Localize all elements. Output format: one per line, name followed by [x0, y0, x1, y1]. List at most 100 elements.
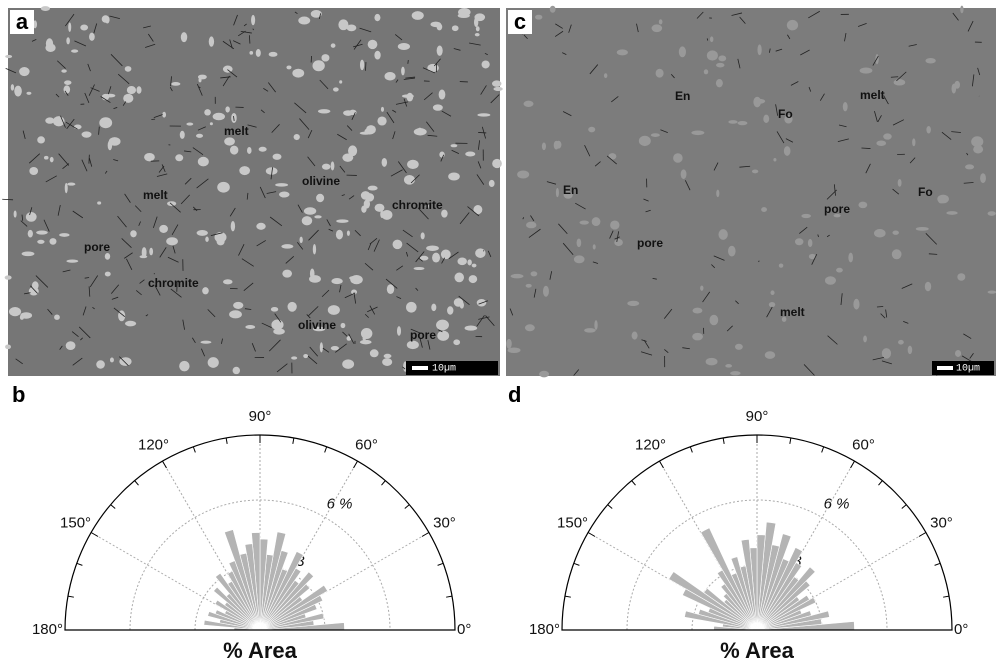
annotation: Fo [918, 185, 933, 199]
grain [19, 67, 30, 76]
grain [517, 170, 529, 178]
grain [955, 350, 961, 357]
grain [574, 255, 585, 263]
grain [892, 249, 902, 259]
grain [341, 323, 346, 328]
grain [632, 332, 638, 340]
grain [275, 183, 288, 187]
theta-minor-tick [381, 481, 385, 486]
theta-tick-label: 90° [746, 408, 769, 425]
grain [467, 259, 471, 265]
theta-tick-label: 0° [457, 621, 471, 638]
grain [439, 151, 444, 157]
grain [162, 112, 166, 118]
grain [26, 212, 37, 222]
theta-tick-label: 30° [433, 514, 456, 531]
grain [313, 244, 316, 255]
theta-tick-label: 180° [32, 621, 63, 638]
grain [954, 81, 960, 89]
grain [848, 253, 853, 263]
grain [980, 173, 986, 183]
grain [181, 32, 187, 42]
grain [639, 136, 651, 146]
grain [374, 14, 380, 21]
theta-tick [354, 461, 358, 468]
grain [360, 60, 364, 71]
grain [965, 164, 974, 169]
grain [66, 37, 70, 44]
grain [381, 210, 392, 220]
grain [366, 125, 376, 134]
grain [271, 320, 283, 330]
grain [843, 102, 848, 111]
boundary [2, 199, 13, 200]
grain [787, 20, 798, 30]
grain [110, 358, 114, 363]
annotation: pore [84, 240, 110, 254]
grain [543, 286, 549, 297]
annotation: Fo [778, 107, 793, 121]
grain [210, 122, 213, 125]
grain [898, 179, 902, 187]
grain [96, 360, 105, 368]
grain [397, 326, 401, 336]
grain [795, 238, 803, 245]
r-tick-label: 6 % [327, 496, 353, 513]
grain [109, 137, 121, 146]
grain [874, 229, 886, 237]
grain [328, 305, 340, 315]
grain [707, 50, 718, 60]
grain [681, 169, 687, 179]
grain [125, 66, 132, 72]
grain [377, 116, 386, 125]
grain [105, 272, 111, 277]
grain [281, 244, 293, 248]
grain [5, 275, 12, 279]
grain [704, 69, 708, 74]
grain [728, 120, 737, 124]
grain [752, 170, 758, 174]
grain [5, 344, 11, 349]
grain [382, 158, 387, 167]
grain [465, 325, 478, 330]
grain [860, 68, 873, 74]
grain [197, 230, 208, 236]
grain [217, 182, 230, 193]
grain [718, 229, 727, 240]
theta-minor-tick [438, 563, 444, 565]
panel-label: c [514, 9, 526, 34]
grain [127, 86, 136, 94]
grain [735, 344, 743, 350]
theta-tick-label: 90° [249, 408, 272, 425]
grain [706, 358, 718, 365]
grain [469, 275, 478, 283]
grain [475, 248, 485, 258]
grain [457, 258, 466, 266]
theta-tick [422, 533, 429, 537]
grain [511, 274, 524, 278]
grain [97, 201, 101, 204]
grain [610, 220, 619, 229]
grain [692, 333, 703, 341]
grain [49, 238, 56, 245]
grain [453, 339, 460, 345]
grain [269, 52, 278, 57]
grain [988, 290, 996, 293]
grain [577, 239, 582, 248]
scale-bar-label: 10µm [956, 364, 980, 375]
annotation: olivine [298, 318, 336, 332]
grain [41, 6, 50, 11]
grain [223, 66, 233, 73]
grain [863, 335, 867, 342]
theta-tick-label: 60° [852, 437, 875, 454]
grain [22, 252, 35, 257]
grain [407, 160, 419, 169]
grain [231, 221, 235, 231]
grain [584, 328, 596, 332]
grain [656, 69, 664, 78]
grain [691, 130, 704, 135]
grain [493, 87, 502, 91]
theta-minor-tick [111, 505, 116, 509]
grain [725, 364, 732, 368]
grain [198, 157, 209, 167]
